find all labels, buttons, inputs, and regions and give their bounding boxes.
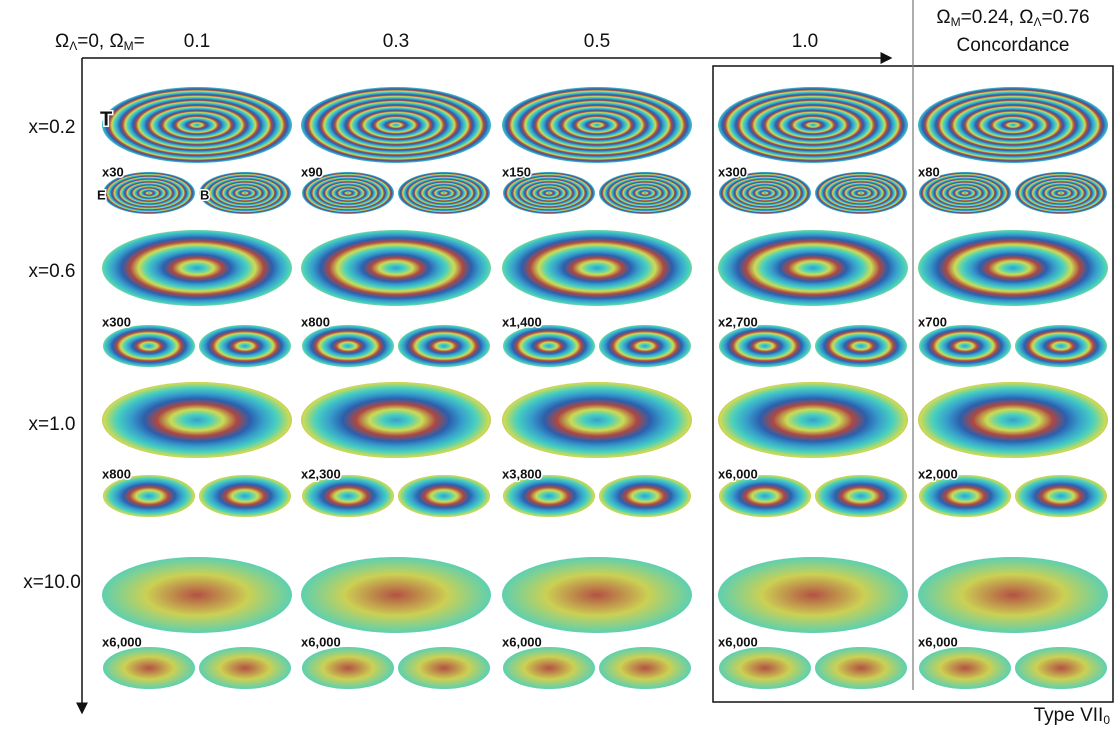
row-label: x=0.2 bbox=[28, 117, 75, 138]
sky-map-tint bbox=[1015, 647, 1107, 689]
sky-map-tint bbox=[718, 230, 908, 306]
panel-label: T bbox=[100, 108, 112, 130]
scale-factor: x800 bbox=[102, 466, 131, 481]
sky-map-tint bbox=[103, 647, 195, 689]
sky-map-tint bbox=[302, 325, 394, 367]
row-label: x=0.6 bbox=[28, 261, 75, 282]
sky-map-tint bbox=[718, 382, 908, 458]
sky-map-tint bbox=[199, 172, 291, 214]
sky-map-tint bbox=[102, 382, 292, 458]
sky-map-tint bbox=[102, 230, 292, 306]
scale-factor: x3,800 bbox=[502, 466, 542, 481]
sky-map-tint bbox=[918, 382, 1108, 458]
sky-map-tint bbox=[503, 325, 595, 367]
subscript: 0 bbox=[1103, 713, 1110, 727]
label-part: =0, Ω bbox=[77, 31, 123, 52]
scale-factor: x300 bbox=[102, 314, 131, 329]
sky-map-tint bbox=[301, 87, 491, 163]
figure: x=0.2 x30 x90 x150 x300 x80 x=0.6 x300 x800 x1,40… bbox=[0, 0, 1118, 732]
omega-label: ΩΛ=0, ΩM= bbox=[55, 31, 145, 53]
scale-factor: x700 bbox=[918, 314, 947, 329]
sky-map-tint bbox=[918, 87, 1108, 163]
sky-map-tint bbox=[398, 325, 490, 367]
scale-factor: x6,000 bbox=[718, 634, 758, 649]
sky-map-tint bbox=[599, 647, 691, 689]
sky-map-tint bbox=[503, 647, 595, 689]
sky-map-tint bbox=[502, 382, 692, 458]
column-label: 0.1 bbox=[184, 31, 210, 52]
sky-map-tint bbox=[719, 325, 811, 367]
subscript: M bbox=[951, 15, 961, 29]
sky-map-tint bbox=[599, 325, 691, 367]
subscript: M bbox=[124, 39, 134, 53]
sky-map-tint bbox=[1015, 475, 1107, 517]
row-label: x=1.0 bbox=[28, 414, 75, 435]
scale-factor: x6,000 bbox=[918, 634, 958, 649]
column-label: 0.3 bbox=[383, 31, 409, 52]
sky-map-tint bbox=[398, 172, 490, 214]
column-label: 1.0 bbox=[792, 31, 818, 52]
scale-factor: x6,000 bbox=[301, 634, 341, 649]
sky-map-tint bbox=[301, 230, 491, 306]
sky-map-tint bbox=[502, 230, 692, 306]
sky-map-tint bbox=[398, 647, 490, 689]
sky-map-tint bbox=[919, 647, 1011, 689]
scale-factor: x6,000 bbox=[502, 634, 542, 649]
label-part: Ω bbox=[936, 7, 950, 28]
sky-map-tint bbox=[599, 475, 691, 517]
label-part: = bbox=[134, 31, 145, 52]
sky-map-tint bbox=[102, 557, 292, 633]
scale-factor: x30 bbox=[102, 164, 124, 179]
sky-map-tint bbox=[718, 87, 908, 163]
sky-map-tint bbox=[1015, 325, 1107, 367]
maps bbox=[102, 87, 1108, 689]
concordance-params: ΩM=0.24, ΩΛ=0.76 bbox=[936, 7, 1089, 29]
sky-map-tint bbox=[199, 325, 291, 367]
sky-map-tint bbox=[918, 557, 1108, 633]
panel-label: B bbox=[200, 187, 209, 202]
scale-factor: x2,000 bbox=[918, 466, 958, 481]
sky-map-tint bbox=[502, 87, 692, 163]
scale-factor: x80 bbox=[918, 164, 940, 179]
sky-map-tint bbox=[815, 172, 907, 214]
panel-label: E bbox=[97, 187, 106, 202]
scale-factor: x90 bbox=[301, 164, 323, 179]
label-part: Ω bbox=[55, 31, 69, 52]
sky-map-tint bbox=[1015, 172, 1107, 214]
sky-map-tint bbox=[398, 475, 490, 517]
sky-map-tint bbox=[502, 557, 692, 633]
sky-map-tint bbox=[102, 87, 292, 163]
sky-map-tint bbox=[918, 230, 1108, 306]
scale-factor: x1,400 bbox=[502, 314, 542, 329]
sky-map-tint bbox=[199, 475, 291, 517]
scale-factor: x800 bbox=[301, 314, 330, 329]
scale-factor: x2,700 bbox=[718, 314, 758, 329]
label-part: =0.24, Ω bbox=[961, 7, 1034, 28]
sky-map-tint bbox=[103, 325, 195, 367]
sky-map-tint bbox=[302, 647, 394, 689]
scale-factor: x2,300 bbox=[301, 466, 341, 481]
scale-factor: x6,000 bbox=[102, 634, 142, 649]
scale-factor: x150 bbox=[502, 164, 531, 179]
column-label: 0.5 bbox=[584, 31, 610, 52]
sky-map-tint bbox=[301, 382, 491, 458]
sky-map-tint bbox=[815, 647, 907, 689]
label-part: Type VII bbox=[1034, 705, 1104, 726]
row-label: x=10.0 bbox=[23, 572, 81, 593]
sky-map-tint bbox=[718, 557, 908, 633]
subscript: Λ bbox=[69, 39, 77, 53]
label-part: =0.76 bbox=[1042, 7, 1090, 28]
scale-factor: x300 bbox=[718, 164, 747, 179]
scale-factor: x6,000 bbox=[718, 466, 758, 481]
sky-map-tint bbox=[719, 647, 811, 689]
type-label: Type VII0 bbox=[1034, 705, 1111, 727]
subscript: Λ bbox=[1033, 15, 1041, 29]
sky-map-tint bbox=[199, 647, 291, 689]
sky-map-tint bbox=[815, 475, 907, 517]
sky-map-tint bbox=[919, 325, 1011, 367]
sky-map-tint bbox=[301, 557, 491, 633]
concordance-title: Concordance bbox=[956, 35, 1069, 56]
sky-map-tint bbox=[815, 325, 907, 367]
sky-map-tint bbox=[599, 172, 691, 214]
